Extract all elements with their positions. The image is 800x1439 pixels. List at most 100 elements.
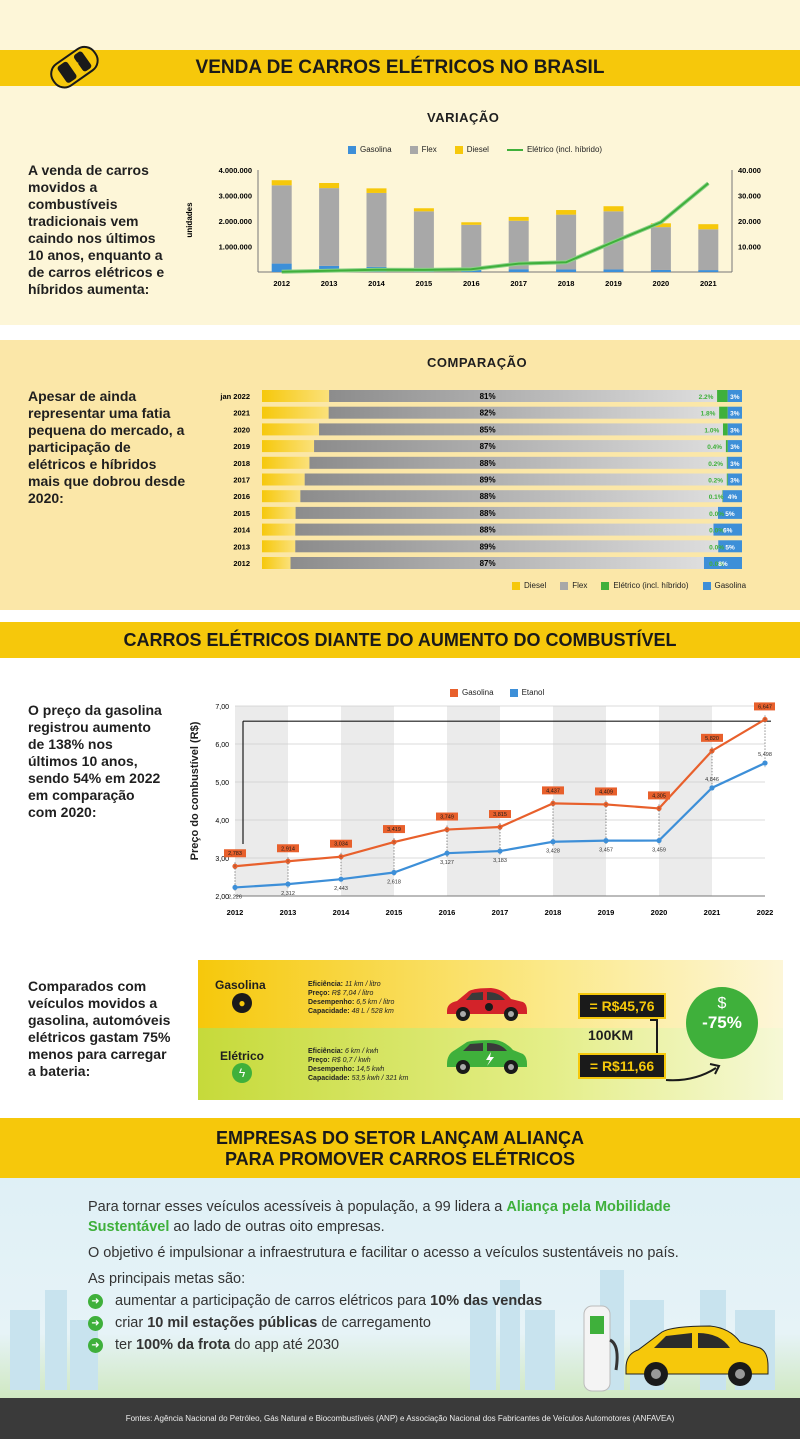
comparacao-legend: Diesel Flex Elétrico (incl. híbrido) Gas… (512, 581, 746, 590)
point-etanol (285, 881, 291, 887)
seg-flex (319, 423, 723, 436)
eletrico-label: 2.2% (699, 394, 714, 401)
variacao-chart: 4.000.000 3.000.000 2.000.000 1.000.000 40.0… (185, 166, 761, 288)
eletrico-label: 1.0% (704, 427, 719, 434)
eletrico-label: 0.1% (709, 494, 724, 501)
seg-diesel (262, 540, 296, 553)
line-eletrico-glow (281, 181, 710, 274)
point-etanol (603, 838, 609, 844)
combustivel-legend: Gasolina Etanol (450, 688, 544, 697)
x-tick-label: 2013 (321, 279, 338, 288)
x-tick-label: 2013 (280, 908, 297, 917)
gasolina-label: 3% (730, 478, 740, 485)
y-tick-label: 5,00 (215, 780, 229, 787)
gasolina-specs: Eficiência: 11 km / litro Preço: R$ 7,04… (308, 981, 395, 1015)
x-tick-label: 2021 (704, 908, 721, 917)
comparacao-chart: jan 2022 81% 2.2% 3% 2021 82% 1.8% 3% 2020 85% 1.0… (219, 390, 742, 569)
label-box (542, 786, 564, 795)
flex-label: 89% (480, 542, 496, 551)
row-label: jan 2022 (219, 392, 250, 401)
column-band (447, 706, 500, 896)
gasolina-value: 4,437 (546, 788, 560, 794)
gasolina-value: 2,914 (281, 846, 295, 852)
red-car-icon (447, 988, 527, 1021)
alianca-p1: Para tornar esses veículos acessíveis à … (88, 1199, 671, 1235)
label-box (754, 702, 775, 711)
flex-label: 89% (480, 476, 496, 485)
legend-diesel: Diesel (454, 145, 489, 154)
bar-diesel (556, 210, 577, 215)
bar-diesel (271, 180, 292, 186)
bar-flex (413, 211, 434, 269)
goal-3: ➜ ter 100% da frota do app até 2030 (88, 1335, 748, 1355)
alianca-banner: EMPRESAS DO SETOR LANÇAM ALIANÇA PARA PR… (0, 1118, 800, 1178)
gasolina-label: 4% (728, 494, 738, 501)
legend-diesel: Diesel (512, 581, 546, 590)
gasolina-label: 5% (725, 511, 735, 518)
seg-gasolina (727, 406, 742, 419)
eletrico-label: 0.0% (709, 561, 724, 568)
gasolina-label: 3% (730, 461, 740, 468)
label-box (383, 825, 405, 834)
lightning-icon: ϟ (232, 1063, 252, 1083)
y-tick-label: 7,00 (215, 704, 229, 711)
gasolina-label: 5% (725, 544, 735, 551)
flex-label: 81% (480, 392, 496, 401)
label-box (701, 733, 723, 742)
seg-gasolina (727, 440, 742, 453)
gasolina-value: 5,820 (705, 736, 719, 742)
seg-gasolina (718, 506, 742, 519)
alianca-text: Para tornar esses veículos acessíveis à … (88, 1197, 748, 1357)
legend-flex: Flex (409, 145, 437, 154)
eletrico-label: Elétrico (220, 1049, 265, 1063)
bar-gasolina (556, 269, 577, 272)
seg-diesel (262, 390, 330, 402)
seg-gasolina (722, 490, 742, 503)
column-band (341, 706, 394, 896)
y-tick-label: 2.000.000 (219, 217, 252, 226)
gasolina-value: 3,815 (493, 812, 507, 818)
bar-flex (650, 227, 671, 270)
x-tick-label: 2015 (386, 908, 403, 917)
seg-diesel (262, 490, 301, 503)
charging-station-icon (583, 1305, 619, 1392)
x-tick-label: 2020 (651, 908, 668, 917)
seg-eletrico (725, 440, 728, 453)
row-label: 2016 (233, 492, 250, 501)
label-box (224, 849, 246, 858)
y-axis-label: unidades (185, 202, 194, 238)
point-etanol (656, 837, 662, 844)
flex-label: 88% (480, 509, 496, 518)
x-tick-label: 2018 (558, 279, 575, 288)
alianca-p3: As principais metas são: (88, 1271, 246, 1287)
variacao-lead: A venda de carros movidos a combustíveis… (28, 162, 165, 297)
bar-gasolina (698, 270, 719, 272)
footer: Fontes: Agência Nacional do Petróleo, Gá… (0, 1398, 800, 1439)
flex-label: 87% (480, 442, 496, 451)
seg-gasolina (727, 456, 742, 469)
label-box (436, 812, 458, 821)
bar-flex (461, 224, 482, 270)
legend-flex: Flex (560, 581, 587, 590)
eletrico-label: 0.0% (709, 528, 724, 535)
x-tick-label: 2018 (545, 908, 562, 917)
goal-2: ➜ criar 10 mil estações públicas de carre… (88, 1313, 748, 1333)
eletrico-label: 1.8% (701, 411, 716, 418)
distance-label: 100KM (588, 1027, 634, 1043)
legend-eletrico: Elétrico (incl. híbrido) (601, 581, 689, 590)
seg-diesel (262, 456, 310, 469)
legend-etanol: Etanol (509, 688, 544, 697)
seg-diesel (262, 523, 296, 536)
seg-diesel (262, 440, 315, 453)
bar-gasolina (508, 269, 529, 272)
bar-flex (698, 229, 719, 271)
y-tick-label: 4,00 (215, 818, 229, 825)
comparacao-lead: Apesar de ainda representar uma fatia pe… (28, 388, 186, 506)
seg-flex (300, 490, 723, 503)
seg-gasolina (727, 423, 742, 436)
comparativo-lead: Comparados com veículos movidos a gasoli… (28, 978, 171, 1079)
x-tick-label: 2017 (492, 908, 509, 917)
x-tick-label: 2021 (700, 279, 717, 288)
flex-label: 85% (480, 425, 496, 434)
x-tick-label: 2014 (333, 908, 351, 917)
